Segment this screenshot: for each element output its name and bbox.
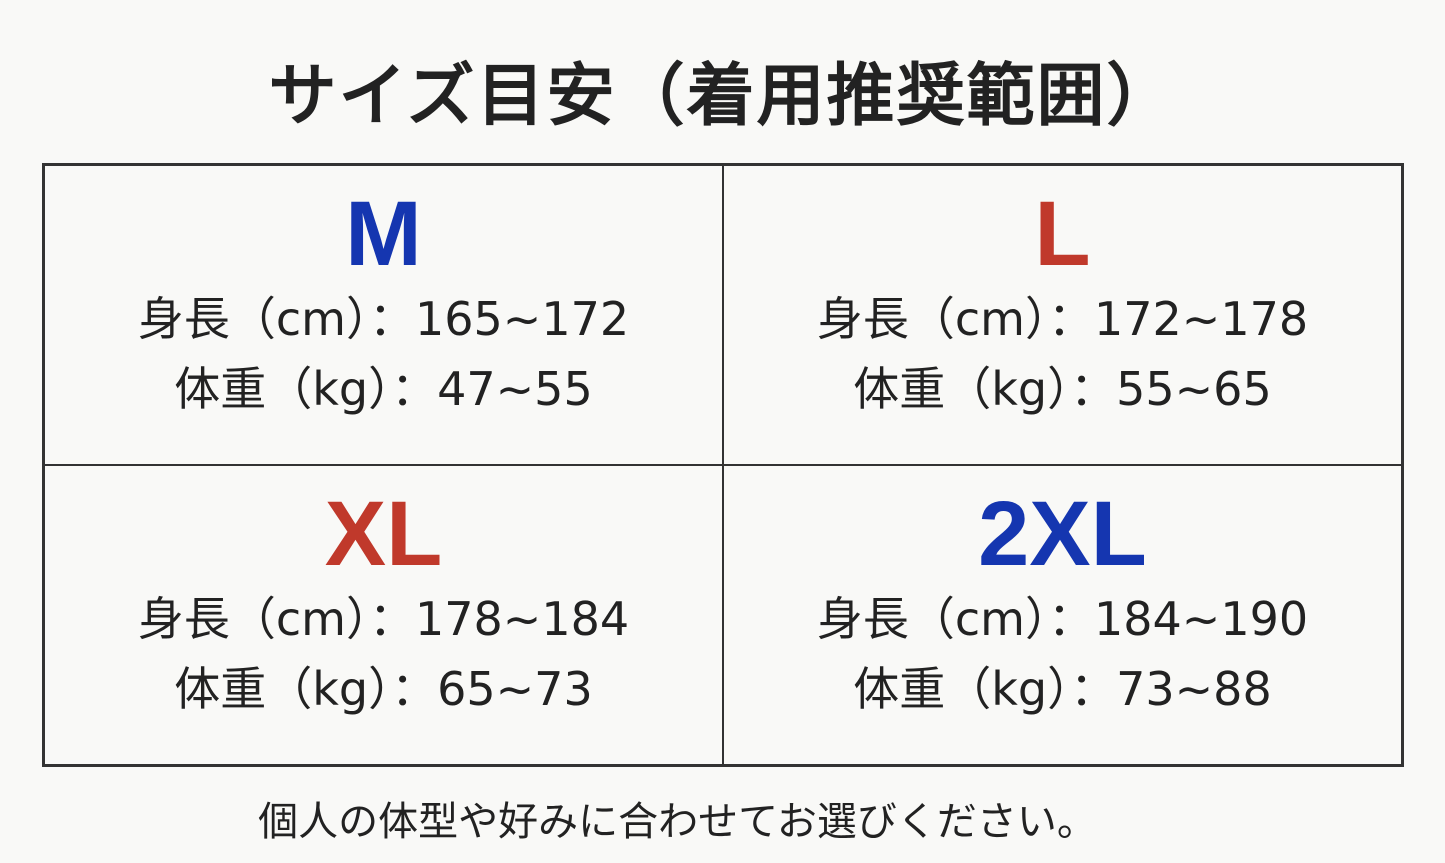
height-range: 身長（cm）：172~178 [816,292,1309,346]
height-range: 身長（cm）：178~184 [137,592,630,646]
weight-range: 体重（kg）：47~55 [174,362,593,416]
height-range: 身長（cm）：165~172 [137,292,630,346]
size-label: 2XL [978,483,1147,585]
size-cell-l: L 身長（cm）：172~178 体重（kg）：55~65 [723,165,1402,465]
size-label: M [345,183,422,285]
footer-note: 個人の体型や好みに合わせてお選びください。 [258,799,1097,845]
size-label: XL [324,483,443,585]
weight-range: 体重（kg）：73~88 [853,662,1272,716]
size-label: L [1034,183,1091,285]
size-cell-m: M 身長（cm）：165~172 体重（kg）：47~55 [44,165,723,465]
height-range: 身長（cm）：184~190 [816,592,1309,646]
size-cell-xl: XL 身長（cm）：178~184 体重（kg）：65~73 [44,465,723,765]
page-title: サイズ目安（着用推奨範囲） [268,57,1177,136]
weight-range: 体重（kg）：55~65 [853,362,1272,416]
size-cell-2xl: 2XL 身長（cm）：184~190 体重（kg）：73~88 [723,465,1402,765]
weight-range: 体重（kg）：65~73 [174,662,593,716]
size-table: M 身長（cm）：165~172 体重（kg）：47~55 L 身長（cm）：1… [42,163,1404,767]
